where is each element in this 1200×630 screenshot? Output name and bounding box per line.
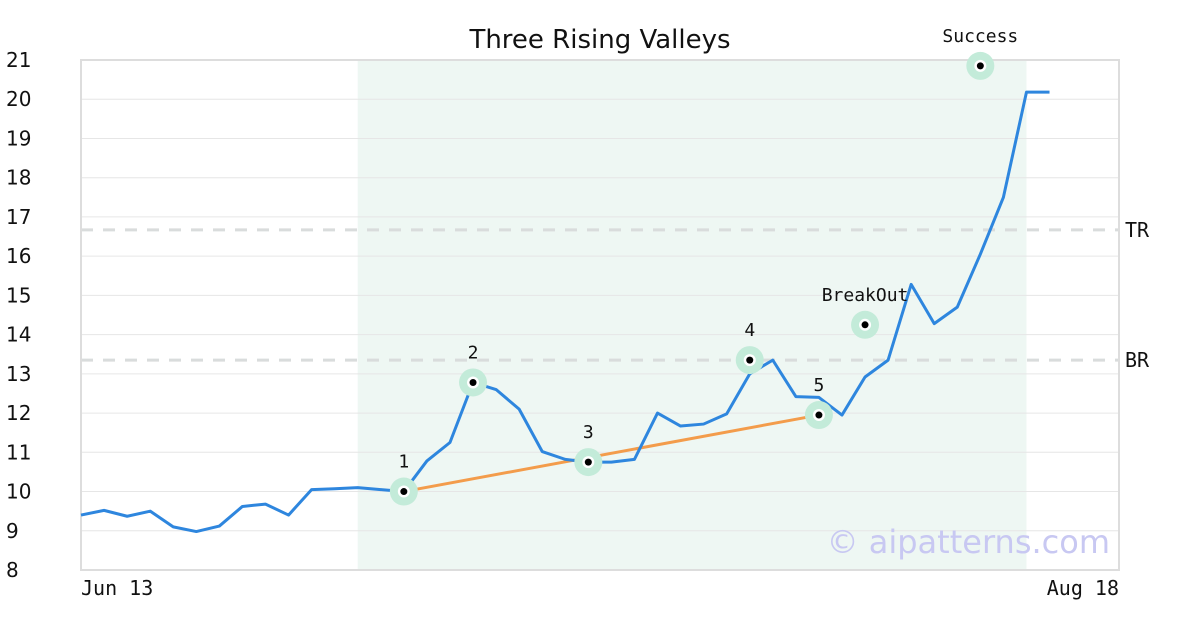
valley-trend-line [403,413,820,494]
y-tick-label: 17 [6,205,31,229]
pattern-point-dot [400,488,408,496]
pattern-point-label: Success [942,26,1018,47]
pattern-point-label: BreakOut [822,285,909,306]
pattern-point-label: 2 [468,342,479,363]
y-tick-label: 19 [6,126,31,150]
pattern-point-dot [746,356,754,364]
pattern-highlight-region [357,60,1027,570]
pattern-point-markers: 1 2 3 4 5 BreakOut Success [389,26,1018,506]
y-tick-label: 20 [6,87,31,111]
pattern-point-dot [976,62,984,70]
y-tick-label: 16 [6,244,31,268]
reference-lines: TR BR [81,218,1150,372]
pattern-point-dot [815,411,823,419]
y-tick-label: 11 [6,440,31,464]
x-tick-label: Jun 13 [81,576,153,600]
reference-line-label: BR [1125,348,1150,372]
y-tick-label: 21 [6,48,31,72]
y-tick-label: 9 [6,519,19,543]
y-tick-label: 13 [6,362,31,386]
chart-title: Three Rising Valleys [468,25,730,55]
x-axis-ticks: Jun 13 Aug 18 [81,576,1119,600]
pattern-point-label: 5 [813,375,824,396]
x-tick-label: Aug 18 [1047,576,1119,600]
y-tick-label: 18 [6,166,31,190]
gridlines [81,98,1119,532]
y-axis-ticks: 8 9 10 11 12 13 14 15 16 17 18 19 20 21 [6,48,31,582]
reference-line-label: TR [1125,218,1150,242]
pattern-point-label: 4 [744,320,755,341]
pattern-point-label: 3 [583,422,594,443]
y-tick-label: 15 [6,283,31,307]
y-tick-label: 14 [6,323,31,347]
pattern-point-dot [469,378,477,386]
pattern-point-dot [584,458,592,466]
pattern-point-dot [861,321,869,329]
y-tick-label: 8 [6,558,19,582]
price-line [80,90,1050,534]
y-tick-label: 10 [6,480,31,504]
pattern-point-label: 1 [398,452,409,473]
watermark: © aipatterns.com [827,523,1110,561]
plot-frame [80,59,1120,571]
y-tick-label: 12 [6,401,31,425]
